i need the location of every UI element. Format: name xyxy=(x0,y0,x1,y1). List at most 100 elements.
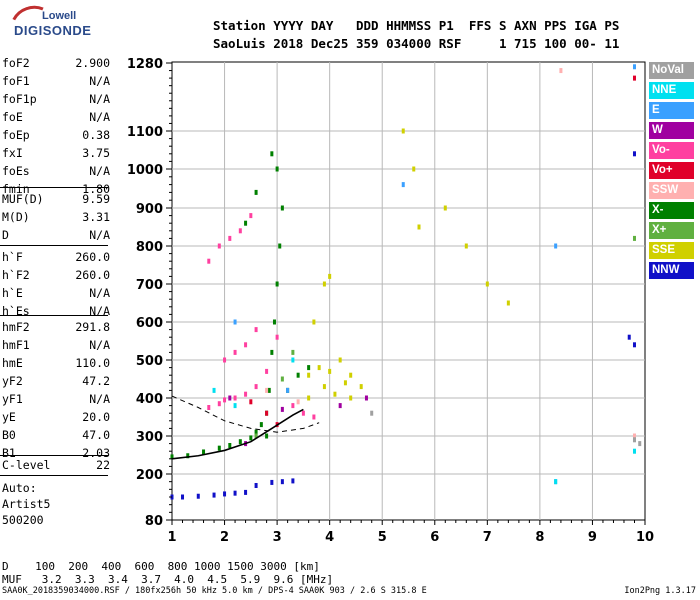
data-point xyxy=(485,281,489,287)
param-value: 3.75 xyxy=(82,146,110,160)
data-point xyxy=(249,435,253,441)
data-point xyxy=(265,368,269,374)
data-point xyxy=(328,368,332,374)
data-point xyxy=(217,243,221,249)
data-point xyxy=(554,243,558,249)
params-panel: foF2 2.900 foF1 N/A foF1p N/A foE N/A foEp 0.38 fx… xyxy=(2,54,110,198)
data-point xyxy=(632,433,636,439)
x-tick-label: 3 xyxy=(273,530,282,545)
data-point xyxy=(233,349,237,355)
data-point xyxy=(249,399,253,405)
param-row: yE 20.0 xyxy=(2,408,110,426)
data-point xyxy=(280,406,284,412)
data-point xyxy=(207,405,211,410)
data-point xyxy=(212,387,216,393)
param-row: MUF(D) 9.59 xyxy=(2,190,110,208)
data-point xyxy=(322,384,326,390)
params-group-muf: MUF(D) 9.59 M(D) 3.31 D N/A xyxy=(2,190,110,244)
param-row: fxI 3.75 xyxy=(2,144,110,162)
data-point xyxy=(370,410,374,416)
data-point xyxy=(412,166,416,172)
data-point xyxy=(559,68,563,74)
param-name: h`Es xyxy=(2,304,30,318)
data-point xyxy=(275,334,279,340)
param-row: B1 2.03 xyxy=(2,444,110,462)
data-point xyxy=(254,189,258,195)
param-row: hmF1 N/A xyxy=(2,336,110,354)
data-point xyxy=(223,491,227,497)
data-point xyxy=(278,243,282,249)
data-point xyxy=(233,490,237,496)
param-name: foF2 xyxy=(2,56,30,70)
data-point xyxy=(349,395,353,401)
x-tick-label: 4 xyxy=(325,530,334,545)
data-point xyxy=(291,349,295,355)
data-point xyxy=(244,220,248,226)
data-point xyxy=(223,397,227,403)
y-tick-label: 80 xyxy=(145,514,163,529)
data-point xyxy=(254,483,258,488)
data-point xyxy=(217,401,221,407)
data-point xyxy=(265,410,269,416)
param-row: h`E N/A xyxy=(2,284,110,302)
data-point xyxy=(312,414,316,420)
data-point xyxy=(632,64,636,70)
data-point xyxy=(272,319,276,325)
distance-table-row: D 100 200 400 600 800 1000 1500 3000 [km… xyxy=(2,560,320,573)
param-value: N/A xyxy=(89,110,110,124)
data-point xyxy=(228,443,232,448)
param-name: foEp xyxy=(2,128,30,142)
data-point xyxy=(280,205,284,211)
data-point xyxy=(322,281,326,287)
data-point xyxy=(265,433,269,439)
param-name: foF1 xyxy=(2,74,30,88)
params-group-profile: hmF2 291.8 hmF1 N/A hmE 110.0 yF2 47.2 yF1 N/A yE 2… xyxy=(2,318,110,462)
data-point xyxy=(275,281,279,287)
data-point xyxy=(259,422,263,428)
y-tick-label: 600 xyxy=(136,316,163,331)
x-tick-label: 8 xyxy=(535,530,544,545)
data-point xyxy=(233,395,237,401)
x-tick-label: 10 xyxy=(636,530,654,545)
data-point xyxy=(338,403,342,409)
param-name: fxI xyxy=(2,146,23,160)
data-point xyxy=(443,205,447,211)
params-divider xyxy=(0,187,108,188)
y-tick-label: 300 xyxy=(136,430,163,445)
params-group-frequencies: foF2 2.900 foF1 N/A foF1p N/A foE N/A foEp 0.38 fx… xyxy=(2,54,110,198)
param-value: N/A xyxy=(89,286,110,300)
data-point xyxy=(254,327,258,333)
data-point xyxy=(632,342,636,348)
y-tick-label: 400 xyxy=(136,392,163,407)
param-value: N/A xyxy=(89,164,110,178)
data-point xyxy=(301,410,305,416)
param-value: N/A xyxy=(89,304,110,318)
param-row: fmin 1.80 xyxy=(2,180,110,198)
data-point xyxy=(233,319,237,325)
data-point xyxy=(627,334,631,340)
param-row: h`F 260.0 xyxy=(2,248,110,266)
data-point xyxy=(417,224,421,230)
data-point xyxy=(632,75,636,81)
param-name: hmF2 xyxy=(2,320,30,334)
param-value: 22 xyxy=(96,458,110,472)
param-name: fmin xyxy=(2,182,30,196)
chart-curves xyxy=(171,395,320,460)
data-point xyxy=(186,453,190,459)
data-point xyxy=(249,213,253,219)
y-tick-label: 200 xyxy=(136,468,163,483)
digisonde-logo: Lowell DIGISONDE xyxy=(2,0,112,55)
data-point xyxy=(464,243,468,249)
legend-item: NNW xyxy=(649,262,694,279)
legend-item: NoVal xyxy=(649,62,694,79)
data-point xyxy=(291,478,295,484)
param-row: D N/A xyxy=(2,226,110,244)
param-row: foEp 0.38 xyxy=(2,126,110,144)
param-name: hmE xyxy=(2,356,23,370)
param-row: C-level 22 xyxy=(2,456,110,474)
logo-line1: Lowell xyxy=(42,10,77,22)
param-row: h`Es N/A xyxy=(2,302,110,320)
param-value: N/A xyxy=(89,392,110,406)
param-row: foF1p N/A xyxy=(2,90,110,108)
y-tick-label: 900 xyxy=(136,202,163,217)
